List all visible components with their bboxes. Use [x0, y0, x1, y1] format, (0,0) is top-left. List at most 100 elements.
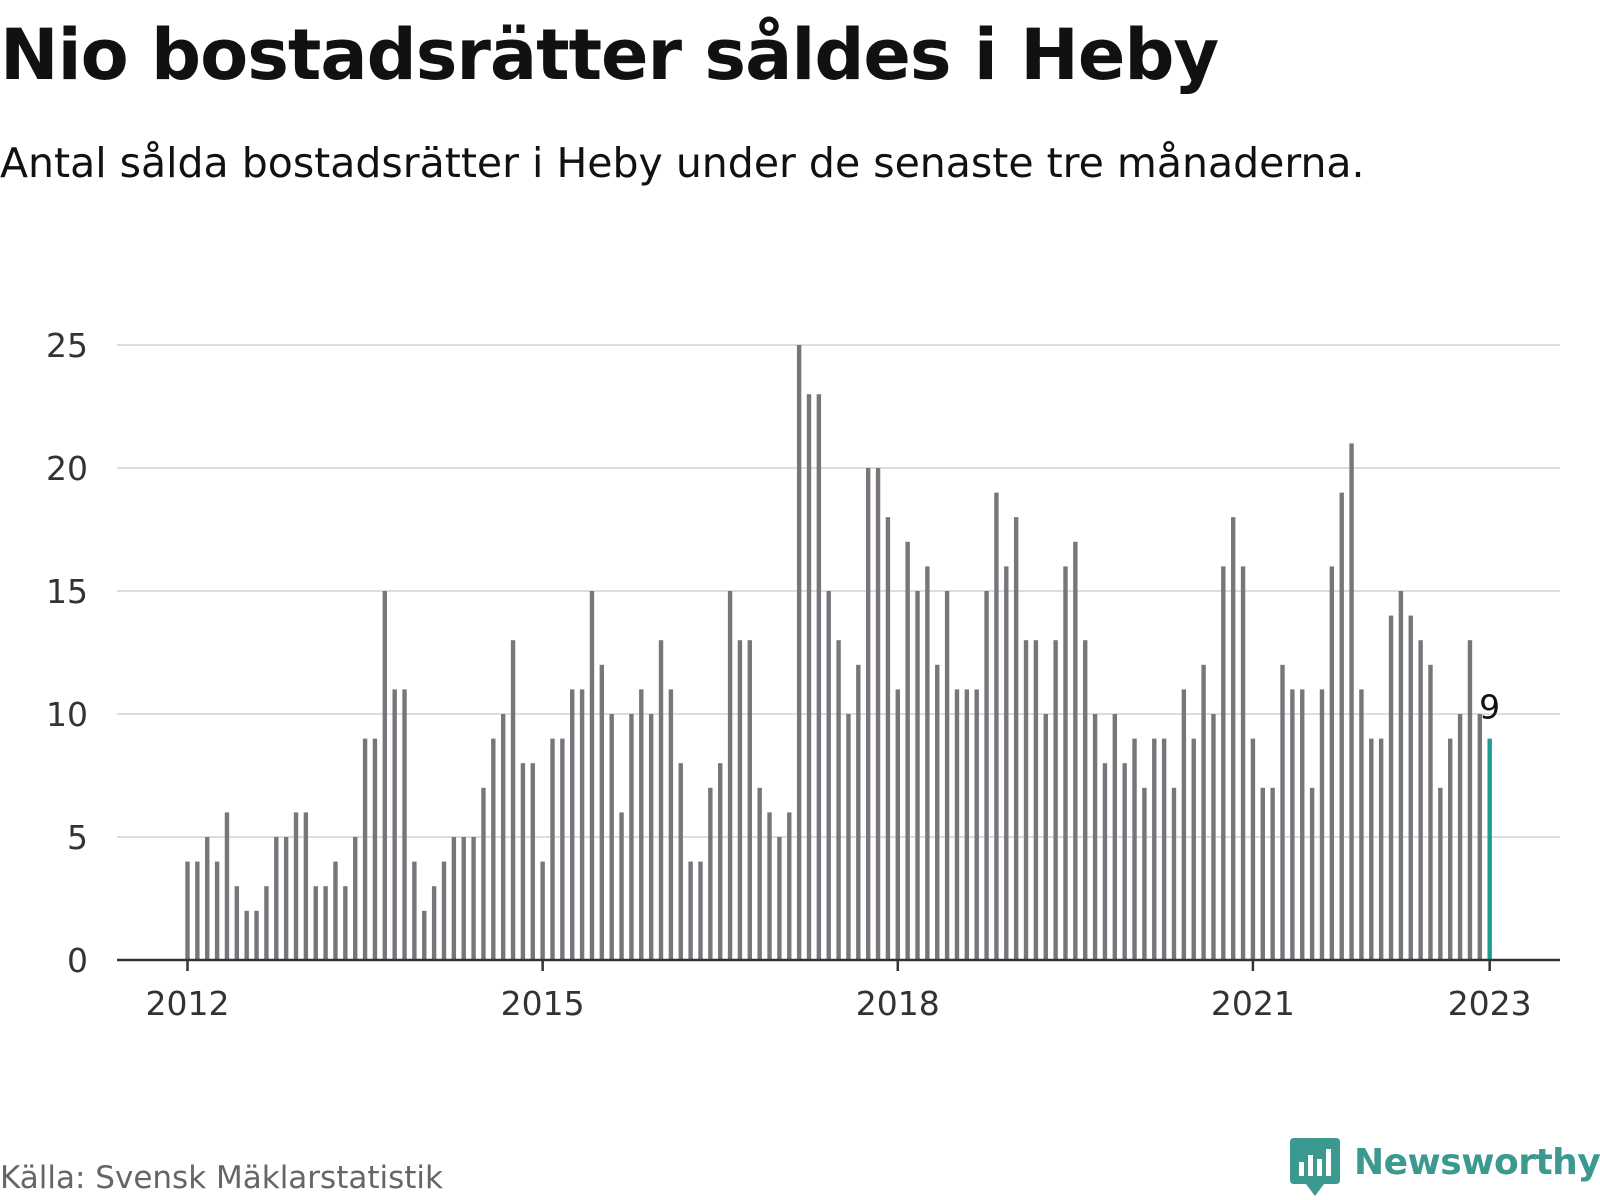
bar	[718, 763, 723, 960]
bar	[1181, 689, 1187, 960]
bar	[412, 861, 417, 960]
y-tick-label: 10	[46, 695, 88, 734]
bar	[1161, 738, 1167, 960]
bar	[323, 886, 328, 960]
bar	[1388, 615, 1394, 960]
bar-highlight	[1487, 738, 1492, 960]
bar	[1013, 517, 1019, 960]
bar	[195, 861, 200, 960]
brand-logo: Newsworthy	[1290, 1138, 1600, 1200]
bar	[540, 861, 545, 960]
bar	[737, 640, 743, 960]
bar	[244, 910, 249, 960]
bar	[1408, 615, 1413, 960]
bar	[885, 517, 891, 960]
bar	[856, 664, 861, 960]
bar	[964, 689, 970, 960]
bar	[984, 591, 989, 960]
bar	[698, 861, 703, 960]
bar	[688, 861, 693, 960]
bar	[214, 861, 220, 960]
y-tick-label: 0	[67, 941, 88, 980]
bar	[283, 837, 289, 960]
bar	[806, 394, 812, 960]
bar	[392, 689, 397, 960]
bar	[1211, 714, 1216, 960]
bar	[678, 763, 683, 960]
bar	[1083, 640, 1088, 960]
bar	[1023, 640, 1029, 960]
bar	[353, 837, 358, 960]
bar	[1201, 664, 1206, 960]
bar	[589, 591, 595, 960]
bar	[372, 738, 378, 960]
bar	[925, 566, 930, 960]
bar	[1112, 714, 1118, 960]
bar	[431, 886, 437, 960]
bar	[1349, 443, 1354, 960]
bar	[1438, 787, 1443, 960]
bar	[747, 640, 753, 960]
bar	[234, 886, 240, 960]
brand-name: Newsworthy	[1354, 1142, 1600, 1183]
bar	[313, 886, 318, 960]
x-tick-label: 2012	[146, 984, 230, 1023]
bar	[816, 394, 822, 960]
bar	[461, 837, 466, 960]
bar	[1152, 738, 1157, 960]
bar	[1033, 640, 1039, 960]
bar	[1260, 787, 1265, 960]
bar	[1063, 566, 1068, 960]
bar	[935, 664, 940, 960]
newsworthy-logo-icon	[1290, 1138, 1340, 1196]
bar	[767, 812, 772, 960]
bar	[303, 812, 309, 960]
bar	[530, 763, 535, 960]
bar	[1319, 689, 1325, 960]
bar	[629, 714, 634, 960]
bar	[846, 714, 851, 960]
bar	[274, 837, 279, 960]
bar	[1378, 738, 1384, 960]
bar	[1250, 738, 1256, 960]
bar	[1339, 492, 1344, 960]
source-note: Källa: Svensk Mäklarstatistik	[0, 1160, 443, 1196]
bar	[599, 664, 605, 960]
bar	[708, 787, 713, 960]
bars	[185, 345, 1492, 960]
bar	[579, 689, 585, 960]
bar	[1073, 541, 1078, 960]
bar	[510, 640, 516, 960]
bar	[954, 689, 960, 960]
bar	[422, 910, 427, 960]
bar	[1309, 787, 1315, 960]
bar	[1142, 787, 1147, 960]
bar	[550, 738, 555, 960]
bar	[796, 345, 802, 960]
bar	[777, 837, 782, 960]
bar-chart: 0 5 10 15 20 25 2012 2015 2018 2021 2023 9	[46, 326, 1560, 1023]
bar	[974, 689, 979, 960]
bar	[865, 468, 871, 960]
bar	[1270, 787, 1275, 960]
bar	[1369, 738, 1374, 960]
bar	[1467, 640, 1473, 960]
x-tick-label: 2023	[1448, 984, 1532, 1023]
bar	[875, 468, 881, 960]
y-tick-label: 20	[46, 449, 88, 488]
bar	[224, 812, 230, 960]
bar	[254, 910, 259, 960]
bar	[895, 689, 900, 960]
bar	[1280, 664, 1285, 960]
bar	[362, 738, 368, 960]
x-tick-label: 2021	[1211, 984, 1295, 1023]
bar	[441, 861, 447, 960]
bar	[1122, 763, 1127, 960]
bar	[293, 812, 299, 960]
bar	[1329, 566, 1335, 960]
highlight-value-label: 9	[1479, 688, 1500, 727]
bar	[1359, 689, 1364, 960]
bar	[658, 640, 664, 960]
bar	[343, 886, 348, 960]
bar	[451, 837, 457, 960]
